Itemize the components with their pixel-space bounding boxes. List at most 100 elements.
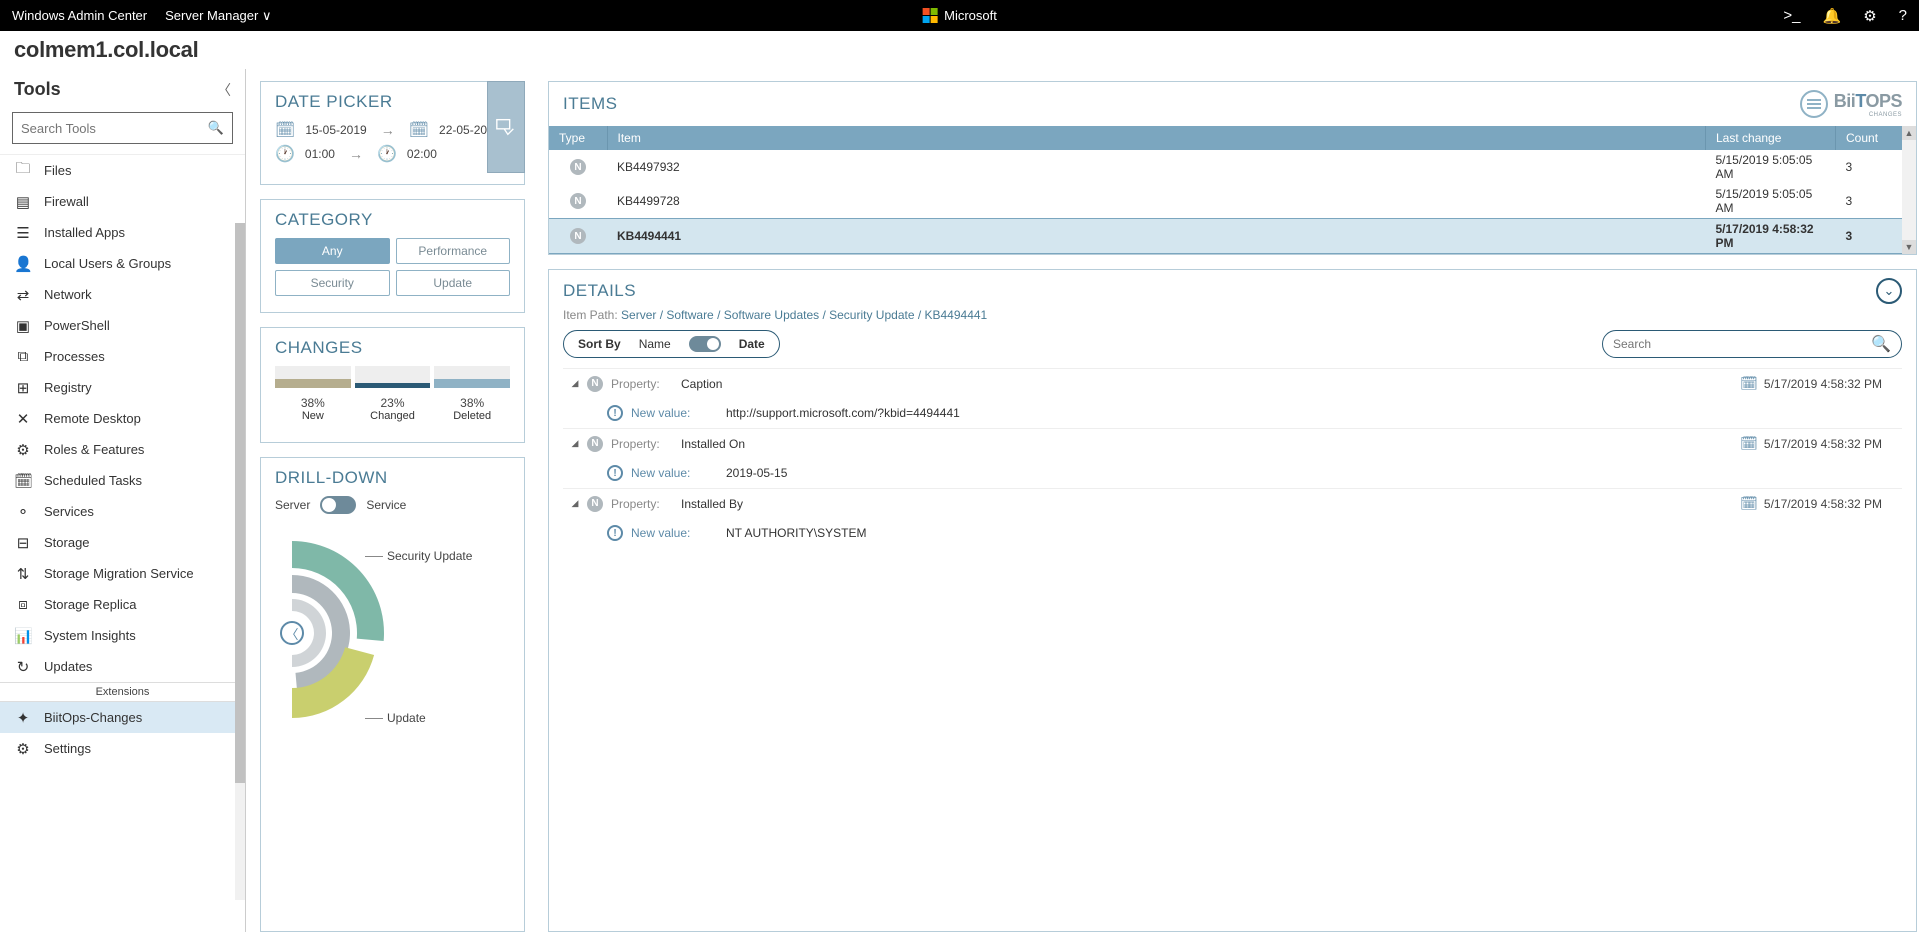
from-date[interactable]: 15-05-2019 <box>305 123 366 137</box>
category-button[interactable]: Update <box>396 270 511 296</box>
details-search-input[interactable] <box>1613 337 1871 351</box>
items-column-header[interactable]: Type <box>549 126 607 150</box>
tool-item[interactable]: 🗓Scheduled Tasks <box>0 465 245 496</box>
detail-property-row[interactable]: ◢NProperty:Installed By🗓5/17/2019 4:58:3… <box>563 488 1902 518</box>
sort-date[interactable]: Date <box>739 337 765 351</box>
new-badge-icon: N <box>587 376 603 392</box>
tool-item[interactable]: ⊟ Storage <box>0 527 245 558</box>
category-panel: CATEGORY AnyPerformanceSecurityUpdate <box>260 199 525 313</box>
items-menu-button[interactable] <box>1800 90 1828 118</box>
changes-bar[interactable]: 23%Changed <box>355 366 431 422</box>
tool-item[interactable]: 📊System Insights <box>0 620 245 651</box>
items-row[interactable]: NKB44944415/17/2019 4:58:32 PM3 <box>549 219 1916 254</box>
tool-icon: ⊞ <box>14 379 32 397</box>
tools-heading: Tools <box>14 79 217 100</box>
changes-bar[interactable]: 38%Deleted <box>434 366 510 422</box>
server-manager-dropdown[interactable]: Server Manager ∨ <box>165 8 271 24</box>
items-table: TypeItemLast changeCount NKB44979325/15/… <box>549 126 1916 254</box>
tool-label: Processes <box>44 349 105 364</box>
help-icon[interactable]: ? <box>1899 7 1907 25</box>
tool-label: Scheduled Tasks <box>44 473 142 488</box>
tool-item[interactable]: ☰Installed Apps <box>0 217 245 248</box>
calendar-icon: 🗓 <box>1740 375 1758 392</box>
tool-icon: ⊟ <box>14 534 32 552</box>
details-search[interactable]: 🔍 <box>1602 330 1902 358</box>
item-path-value[interactable]: Server / Software / Software Updates / S… <box>621 308 987 322</box>
tool-item[interactable]: ⊞Registry <box>0 372 245 403</box>
items-row[interactable]: NKB44997285/15/2019 5:05:05 AM3 <box>549 184 1916 219</box>
new-value: NT AUTHORITY\SYSTEM <box>726 526 1902 540</box>
tool-item[interactable]: ⚙Roles & Features <box>0 434 245 465</box>
drill-toggle[interactable] <box>320 496 356 514</box>
tool-label: System Insights <box>44 628 136 643</box>
sidebar-scrollbar[interactable] <box>235 223 245 900</box>
changes-bar[interactable]: 38%New <box>275 366 351 422</box>
items-column-header[interactable]: Item <box>607 126 1706 150</box>
details-expand-button[interactable]: ⌄ <box>1876 278 1902 304</box>
items-scrollbar[interactable]: ▲▼ <box>1902 126 1916 254</box>
tool-item[interactable]: ⇄Network <box>0 279 245 310</box>
from-time[interactable]: 01:00 <box>305 147 335 161</box>
drill-label-security: Security Update <box>387 549 472 563</box>
tool-item[interactable]: 🗀Files <box>0 155 245 186</box>
detail-property-row[interactable]: ◢NProperty:Installed On🗓5/17/2019 4:58:3… <box>563 428 1902 458</box>
collapse-icon[interactable]: ◢ <box>563 378 587 389</box>
tool-icon: ▤ <box>14 193 32 211</box>
calendar-icon: 🗓 <box>1740 435 1758 452</box>
detail-value-row: !New value:NT AUTHORITY\SYSTEM <box>563 518 1902 548</box>
drilldown-panel: DRILL-DOWN Server Service 〈 Security Upd… <box>260 457 525 932</box>
tool-item[interactable]: ⇅Storage Migration Service <box>0 558 245 589</box>
sort-toggle[interactable] <box>689 336 721 352</box>
items-title: ITEMS <box>563 94 1800 114</box>
new-value-label: New value: <box>631 406 726 420</box>
category-button[interactable]: Performance <box>396 238 511 264</box>
notifications-icon[interactable]: 🔔 <box>1823 7 1842 25</box>
terminal-icon[interactable]: >_ <box>1783 7 1800 25</box>
category-button[interactable]: Any <box>275 238 390 264</box>
extension-item[interactable]: ⚙Settings <box>0 733 245 764</box>
search-icon: 🔍 <box>1871 334 1891 354</box>
collapse-icon[interactable]: ◢ <box>563 438 587 449</box>
tools-search[interactable]: 🔍 <box>12 112 233 144</box>
changes-pct: 38% <box>275 396 351 410</box>
collapse-sidebar-icon[interactable]: 〈 <box>217 80 231 100</box>
tool-label: Services <box>44 504 94 519</box>
calendar-icon[interactable]: 🗓 <box>275 120 295 140</box>
collapse-icon[interactable]: ◢ <box>563 498 587 509</box>
new-badge-icon: N <box>587 496 603 512</box>
new-value-label: New value: <box>631 526 726 540</box>
item-last-change: 5/17/2019 4:58:32 PM <box>1706 219 1836 254</box>
tool-item[interactable]: ▤Firewall <box>0 186 245 217</box>
to-time[interactable]: 02:00 <box>407 147 437 161</box>
tool-item[interactable]: ⚬ Services <box>0 496 245 527</box>
sort-by-control[interactable]: Sort By Name Date <box>563 330 780 358</box>
sort-name[interactable]: Name <box>639 337 671 351</box>
tool-label: Updates <box>44 659 92 674</box>
settings-icon[interactable]: ⚙ <box>1863 7 1876 25</box>
items-row[interactable]: NKB44979325/15/2019 5:05:05 AM3 <box>549 150 1916 184</box>
category-button[interactable]: Security <box>275 270 390 296</box>
tool-item[interactable]: ▣PowerShell <box>0 310 245 341</box>
tool-item[interactable]: 👤Local Users & Groups <box>0 248 245 279</box>
drill-label-update: Update <box>387 711 426 725</box>
wac-link[interactable]: Windows Admin Center <box>12 8 147 23</box>
tool-icon: ⚬ <box>14 503 32 521</box>
drill-server-label: Server <box>275 498 310 512</box>
tool-item[interactable]: ↻Updates <box>0 651 245 682</box>
drill-back-button[interactable]: 〈 <box>280 621 304 645</box>
new-badge-icon: N <box>570 228 586 244</box>
tool-item[interactable]: ⧈Storage Replica <box>0 589 245 620</box>
tools-search-input[interactable] <box>21 121 208 136</box>
clock-icon[interactable]: 🕐 <box>275 144 295 164</box>
extension-item[interactable]: ✦BiitOps-Changes <box>0 702 245 733</box>
calendar-icon[interactable]: 🗓 <box>409 120 429 140</box>
tool-item[interactable]: ✕Remote Desktop <box>0 403 245 434</box>
detail-property-row[interactable]: ◢NProperty:Caption🗓5/17/2019 4:58:32 PM <box>563 368 1902 398</box>
items-column-header[interactable]: Last change <box>1706 126 1836 150</box>
tool-label: Storage <box>44 535 90 550</box>
clock-icon[interactable]: 🕐 <box>377 144 397 164</box>
microsoft-label: Microsoft <box>944 8 997 23</box>
tool-label: PowerShell <box>44 318 110 333</box>
tool-item[interactable]: ⧉Processes <box>0 341 245 372</box>
export-button[interactable] <box>487 81 525 173</box>
